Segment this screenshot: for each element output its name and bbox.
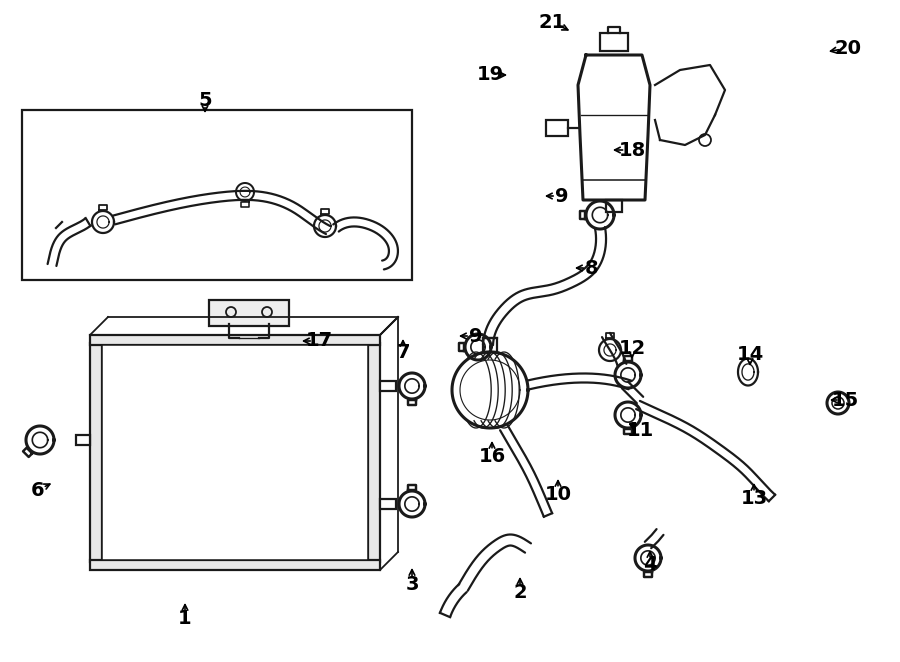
Text: 13: 13 <box>741 489 768 508</box>
Text: 9: 9 <box>555 187 569 205</box>
Bar <box>90 560 380 570</box>
Text: 11: 11 <box>626 420 653 440</box>
Text: 19: 19 <box>476 66 504 85</box>
Bar <box>546 120 568 136</box>
Text: 8: 8 <box>585 258 598 277</box>
Bar <box>380 381 396 391</box>
Text: 12: 12 <box>618 338 645 357</box>
Text: 1: 1 <box>178 608 192 628</box>
Text: 5: 5 <box>198 91 212 109</box>
Text: 14: 14 <box>736 346 763 365</box>
FancyBboxPatch shape <box>209 300 289 326</box>
Bar <box>90 343 102 562</box>
Bar <box>22 110 412 280</box>
Text: 15: 15 <box>832 391 859 410</box>
Bar <box>368 343 380 562</box>
Text: 10: 10 <box>544 485 572 504</box>
Bar <box>90 335 380 345</box>
Bar <box>483 338 497 352</box>
Text: 16: 16 <box>479 446 506 465</box>
Bar <box>600 33 628 51</box>
Text: 7: 7 <box>396 342 410 361</box>
Text: 2: 2 <box>513 583 526 602</box>
Text: 4: 4 <box>644 555 657 575</box>
Bar <box>102 345 368 560</box>
Bar <box>606 200 622 212</box>
Text: 6: 6 <box>32 481 45 500</box>
Text: 9: 9 <box>469 326 482 346</box>
Bar <box>380 499 396 509</box>
Text: 18: 18 <box>618 140 645 160</box>
Text: 21: 21 <box>538 13 565 32</box>
Text: 17: 17 <box>305 332 333 350</box>
Bar <box>76 435 90 445</box>
Text: 3: 3 <box>405 575 418 594</box>
Text: 20: 20 <box>834 38 861 58</box>
